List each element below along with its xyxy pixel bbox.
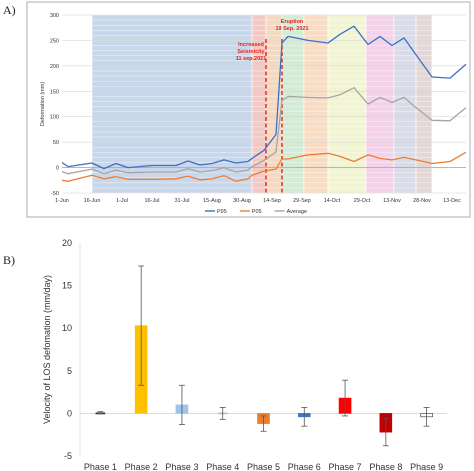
y-tick-label: 200	[50, 64, 59, 70]
x-tick-label: 16-Jul	[145, 198, 160, 204]
phase-band-9	[415, 14, 433, 194]
x-tick-label: 14-Sep	[263, 198, 281, 204]
y-tick-label: -50	[51, 191, 59, 197]
x-tick-label: 30-Aug	[233, 198, 251, 204]
x-tick-label: 14-Oct	[324, 198, 341, 204]
x-tick-label: 13-Dec	[443, 198, 461, 204]
phase-band-6	[327, 14, 367, 194]
category-label: Phase 7	[329, 462, 362, 471]
legend-entry: P05	[252, 209, 262, 215]
y-axis-title: Deformation (mm)	[40, 82, 46, 126]
x-tick-label: 13-Nov	[383, 198, 401, 204]
x-tick-label: 28-Nov	[413, 198, 431, 204]
category-label: Phase 8	[369, 462, 402, 471]
phase-band-4	[281, 14, 305, 194]
x-tick-label: 1-Jun	[55, 198, 69, 204]
category-label: Phase 4	[206, 462, 239, 471]
annotation-eruption-line: 19 Sep. 2021	[275, 26, 308, 32]
panel-b-label: B)	[3, 253, 15, 267]
x-tick-label: 15-Aug	[203, 198, 221, 204]
legend-entry: P95	[217, 209, 227, 215]
x-tick-label: 1-Jul	[116, 198, 128, 204]
phase-band-10	[431, 14, 467, 194]
phase-band-7	[365, 14, 395, 194]
y-tick-label: -5	[64, 451, 72, 461]
x-tick-label: 29-Oct	[354, 198, 371, 204]
annotation-seismicity-line: Seismicity	[237, 49, 265, 55]
panel-b-chart: -5 0 5 10 15 20 Velocity of LOS defomation (mm…	[42, 238, 447, 471]
annotation-eruption-line: Eruption	[281, 19, 304, 25]
panel-a-chart: -50 0 50 100 150 200 250 300 Deformation (mm) 1-J…	[40, 13, 467, 215]
y-tick-label: 100	[50, 115, 59, 121]
y-tick-label: 150	[50, 89, 59, 95]
series-line-p05	[61, 151, 467, 182]
category-label: Phase 6	[288, 462, 321, 471]
y-tick-label: 250	[50, 38, 59, 44]
x-tick-label: 16-Jun	[84, 198, 101, 204]
phase-band-1	[91, 14, 253, 194]
phase-band-3	[265, 14, 283, 194]
series-line-average	[61, 87, 467, 175]
legend-entry: Average	[287, 209, 307, 215]
category-label: Phase 1	[84, 462, 117, 471]
y-axis-title: Velocity of LOS defomation (mm/day)	[42, 275, 52, 424]
series-line-p95	[61, 25, 467, 170]
category-label: Phase 2	[125, 462, 158, 471]
category-label: Phase 3	[165, 462, 198, 471]
y-tick-label: 0	[67, 408, 72, 418]
y-tick-label: 300	[50, 13, 59, 19]
category-label: Phase 9	[410, 462, 443, 471]
x-tick-label: 31-Jul	[175, 198, 190, 204]
y-tick-label: 15	[62, 281, 72, 291]
y-tick-label: 50	[53, 140, 59, 146]
annotation-seismicity-line: Increased	[238, 42, 264, 48]
y-tick-label: 0	[56, 166, 59, 172]
annotation-seismicity-line: 11 sep.2021	[236, 56, 267, 62]
y-tick-label: 20	[62, 238, 72, 248]
panel-a-label: A)	[3, 3, 16, 17]
category-label: Phase 5	[247, 462, 280, 471]
y-tick-label: 10	[62, 323, 72, 333]
y-tick-label: 5	[67, 366, 72, 376]
x-tick-label: 29-Sep	[293, 198, 311, 204]
